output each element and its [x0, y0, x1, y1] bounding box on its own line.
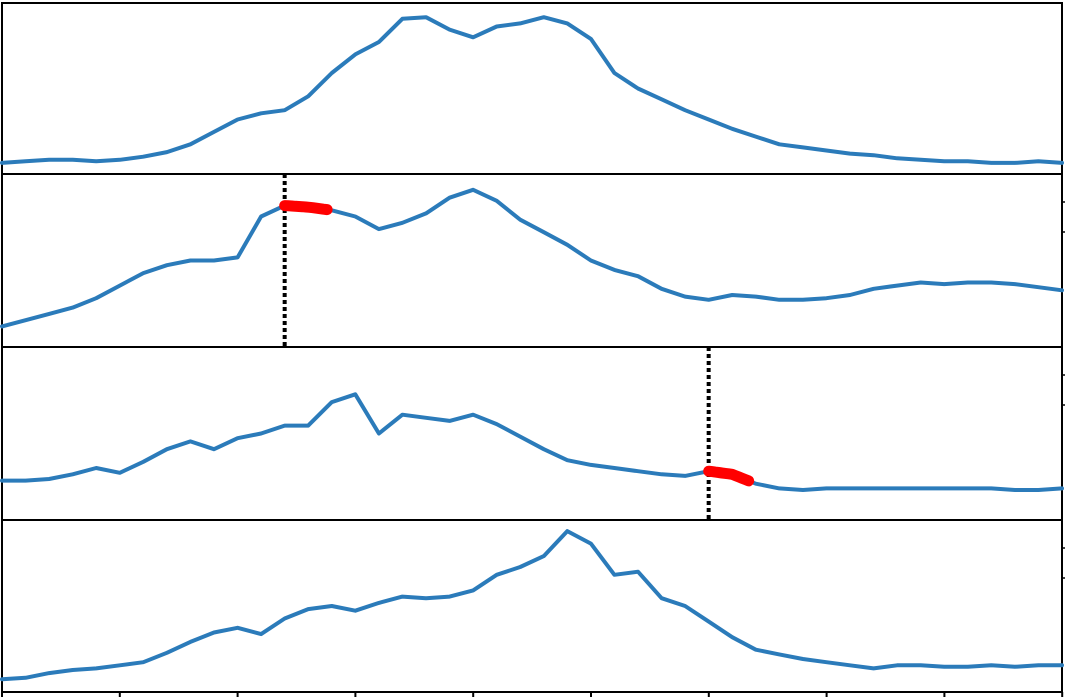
panel-2 [0, 173, 1065, 348]
panel-2-series-line [0, 187, 1064, 329]
panel-1-frame [1, 2, 1063, 175]
panel-3 [0, 346, 1065, 521]
panel-2-frame [1, 173, 1063, 348]
panel-4 [0, 519, 1065, 693]
x-axis-ticks [1, 692, 1064, 697]
panel-4-series-line [0, 529, 1064, 682]
panel-4-frame [1, 519, 1063, 693]
panel-3-series-line [0, 392, 1064, 492]
panel-1-series-line [0, 15, 1064, 165]
panel-3-highlight-segment [703, 465, 755, 487]
panel-3-frame [1, 346, 1063, 521]
panel-2-highlight-segment [279, 200, 333, 216]
panel-1 [0, 2, 1064, 175]
